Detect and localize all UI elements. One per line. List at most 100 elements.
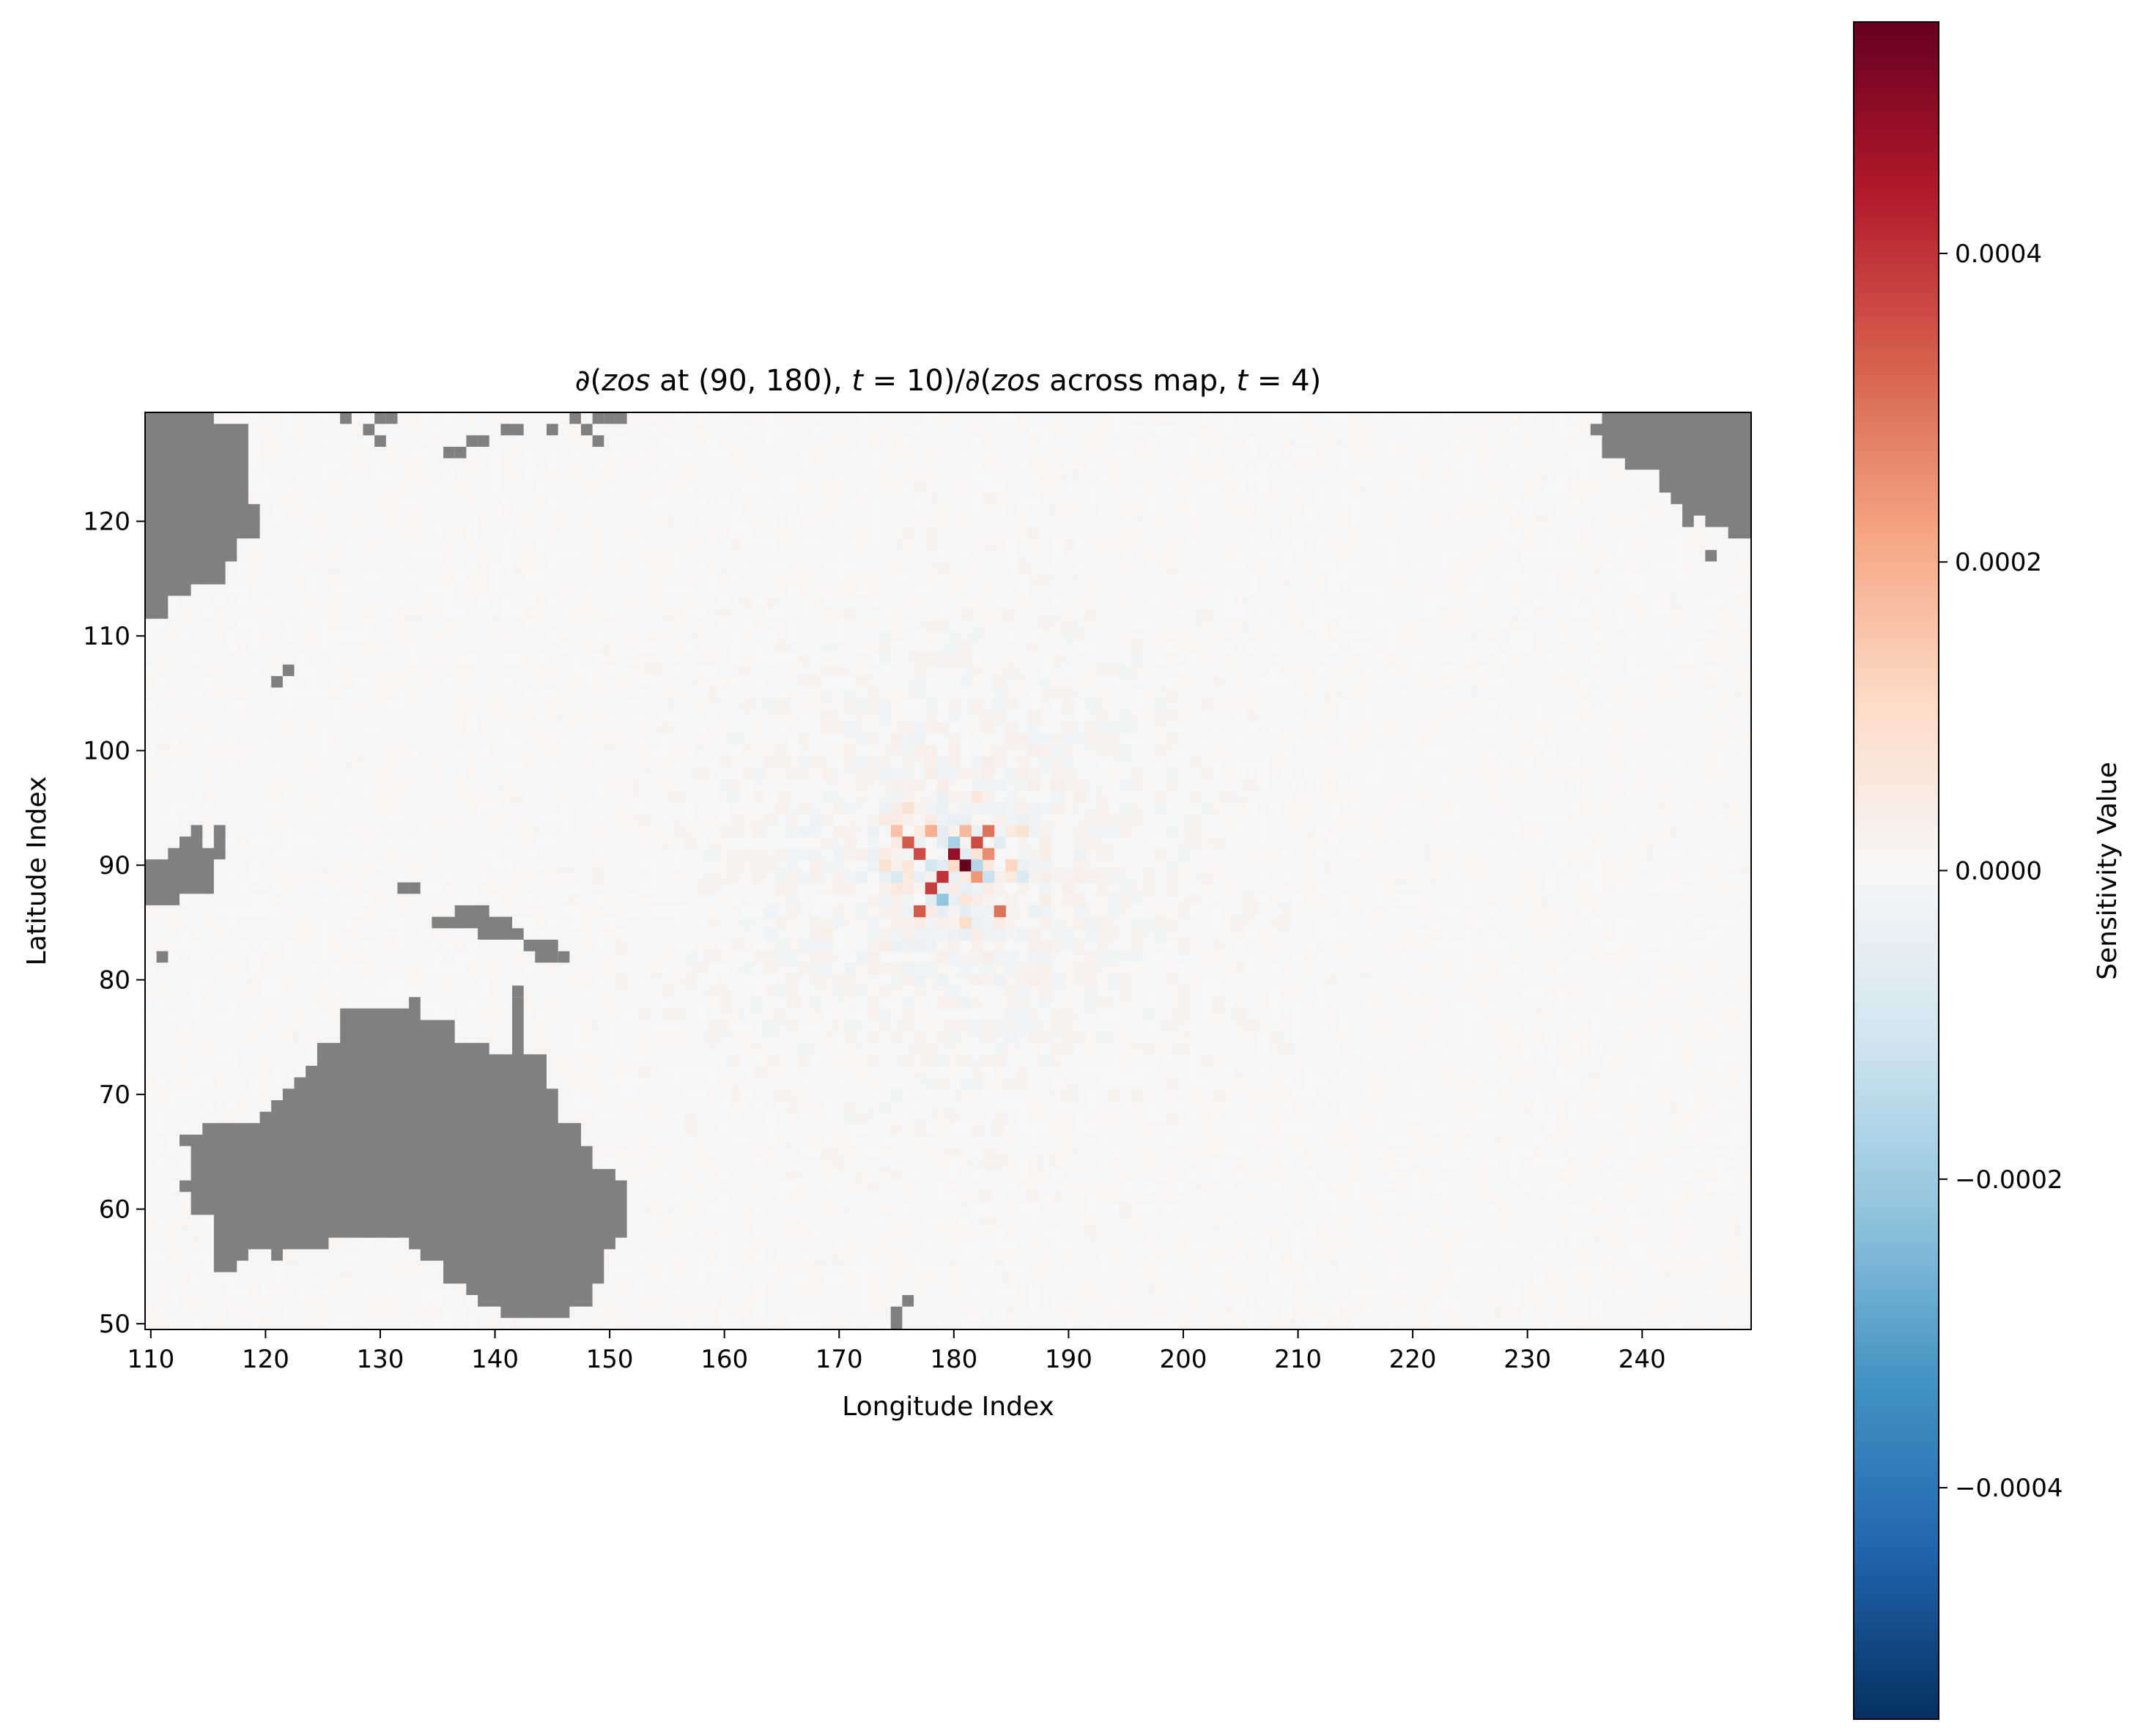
- sensitivity-cell: [259, 1020, 272, 1032]
- sensitivity-cell: [604, 573, 616, 585]
- sensitivity-cell: [914, 722, 926, 734]
- sensitivity-cell: [695, 446, 708, 459]
- sensitivity-cell: [179, 1054, 192, 1067]
- sensitivity-cell: [914, 790, 926, 803]
- sensitivity-cell: [959, 722, 972, 734]
- sensitivity-cell: [225, 756, 237, 768]
- sensitivity-cell: [741, 687, 754, 700]
- sensitivity-cell: [845, 871, 857, 883]
- sensitivity-cell: [168, 1031, 180, 1044]
- sensitivity-cell: [764, 905, 777, 918]
- sensitivity-cell: [649, 1020, 662, 1032]
- sensitivity-cell: [248, 710, 261, 723]
- sensitivity-cell: [890, 1031, 903, 1044]
- sensitivity-cell: [752, 527, 766, 539]
- sensitivity-cell: [317, 825, 330, 837]
- sensitivity-cell: [478, 573, 490, 585]
- sensitivity-cell: [535, 596, 547, 608]
- sensitivity-cell: [661, 642, 673, 654]
- sensitivity-cell: [259, 527, 272, 539]
- sensitivity-cell: [569, 985, 582, 998]
- sensitivity-cell: [1016, 527, 1029, 539]
- sensitivity-cell: [718, 916, 731, 929]
- sensitivity-cell: [638, 573, 651, 585]
- sensitivity-cell: [925, 1100, 937, 1113]
- sensitivity-cell: [833, 985, 846, 998]
- sensitivity-cell: [282, 997, 295, 1009]
- sensitivity-cell: [799, 435, 811, 448]
- sensitivity-cell: [925, 458, 937, 470]
- sensitivity-cell: [787, 939, 800, 952]
- sensitivity-cell: [971, 675, 983, 689]
- sensitivity-cell: [156, 664, 169, 677]
- sensitivity-cell: [259, 653, 272, 665]
- sensitivity-cell: [432, 607, 444, 620]
- sensitivity-cell: [787, 561, 800, 574]
- sensitivity-cell: [833, 446, 846, 459]
- sensitivity-cell: [580, 871, 593, 883]
- sensitivity-cell: [213, 699, 226, 711]
- sensitivity-cell: [764, 928, 777, 941]
- sensitivity-cell: [420, 1272, 433, 1284]
- sensitivity-cell: [718, 630, 731, 642]
- sensitivity-cell: [902, 1008, 914, 1021]
- sensitivity-cell: [902, 1134, 914, 1147]
- sensitivity-cell: [569, 951, 582, 963]
- sensitivity-cell: [489, 435, 501, 448]
- sensitivity-cell: [752, 790, 766, 803]
- sensitivity-cell: [902, 1146, 914, 1158]
- sensitivity-cell: [512, 871, 525, 883]
- sensitivity-cell: [615, 859, 628, 872]
- sensitivity-cell: [649, 790, 662, 803]
- sensitivity-cell: [638, 871, 651, 883]
- sensitivity-cell: [191, 1214, 203, 1227]
- sensitivity-cell: [202, 744, 215, 757]
- sensitivity-cell: [156, 1134, 169, 1147]
- sensitivity-cell: [776, 962, 788, 975]
- sensitivity-cell: [294, 1054, 306, 1067]
- sensitivity-cell: [787, 1283, 800, 1296]
- sensitivity-cell: [673, 435, 685, 448]
- sensitivity-cell: [707, 882, 720, 894]
- sensitivity-cell: [856, 538, 868, 551]
- sensitivity-cell: [615, 916, 628, 929]
- sensitivity-cell: [914, 1237, 926, 1250]
- sensitivity-cell: [580, 561, 593, 574]
- sensitivity-cell: [397, 744, 410, 757]
- sensitivity-cell: [821, 504, 835, 516]
- sensitivity-cell: [684, 916, 697, 929]
- sensitivity-cell: [420, 642, 433, 654]
- sensitivity-cell: [673, 1031, 685, 1044]
- sensitivity-cell: [168, 1203, 180, 1216]
- sensitivity-cell: [294, 573, 306, 585]
- sensitivity-cell: [776, 1123, 788, 1135]
- sensitivity-cell: [902, 1020, 914, 1032]
- sensitivity-cell: [179, 710, 192, 723]
- sensitivity-cell: [168, 905, 180, 918]
- sensitivity-cell: [661, 1134, 673, 1147]
- sensitivity-cell: [994, 733, 1006, 746]
- sensitivity-cell: [752, 928, 766, 941]
- sensitivity-cell: [523, 894, 536, 906]
- sensitivity-cell: [328, 470, 341, 482]
- sensitivity-cell: [982, 894, 995, 906]
- sensitivity-cell: [994, 744, 1006, 757]
- sensitivity-cell: [879, 882, 892, 894]
- sensitivity-cell: [397, 504, 410, 516]
- sensitivity-cell: [363, 549, 375, 563]
- sensitivity-cell: [432, 871, 444, 883]
- sensitivity-cell: [351, 412, 364, 425]
- sensitivity-cell: [420, 837, 433, 849]
- sensitivity-cell: [890, 1100, 903, 1113]
- sensitivity-cell: [695, 423, 708, 436]
- sensitivity-cell: [821, 928, 835, 941]
- sensitivity-cell: [385, 618, 399, 631]
- sensitivity-cell: [902, 1249, 914, 1261]
- sensitivity-cell: [856, 837, 868, 849]
- sensitivity-cell: [466, 642, 478, 654]
- sensitivity-cell: [512, 549, 525, 563]
- sensitivity-cell: [1005, 664, 1018, 677]
- sensitivity-cell: [615, 1295, 628, 1307]
- sensitivity-cell: [730, 813, 742, 826]
- sensitivity-cell: [363, 997, 375, 1009]
